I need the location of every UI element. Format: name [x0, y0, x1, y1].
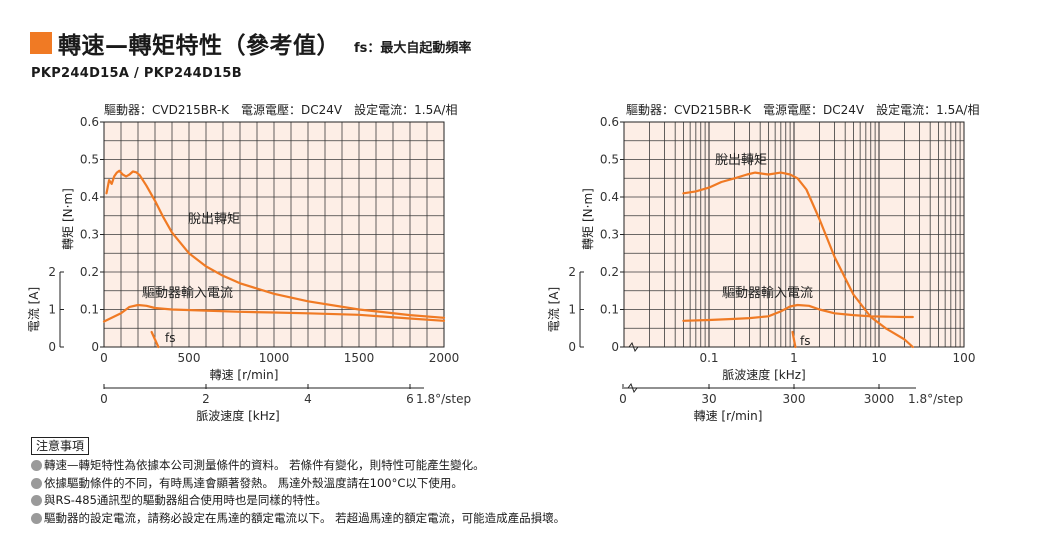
y-tick-label: 0.2 [600, 265, 619, 279]
x2-tick-label: 30 [701, 392, 716, 406]
bullet-icon [31, 495, 42, 507]
x2-unit-label: 1.8°/step [416, 392, 471, 406]
y-axis-label: 轉矩 [N·m] [581, 188, 595, 250]
current-label: 驅動器輸入電流 [142, 286, 233, 301]
x2-tick-label: 6 [406, 392, 414, 406]
y-tick-label: 0.1 [80, 303, 99, 317]
bullet-icon [31, 512, 42, 524]
x2-tick-label: 0 [619, 392, 627, 406]
x2-tick-label: 0 [100, 392, 108, 406]
x-axis-label: 脈波速度 [kHz] [722, 367, 805, 382]
note-item: 與RS-485通訊型的驅動器組合使用時也是同樣的特性。 [31, 492, 565, 510]
pullout-torque-curve [105, 169, 446, 319]
x-tick-label: 2000 [429, 351, 460, 365]
x-tick-label: 1 [790, 351, 798, 365]
driver-input-current-curve [682, 303, 914, 322]
chart-conditions: 驅動器：CVD215BR-K 電源電壓：DC24V 設定電流：1.5A/相 [626, 102, 979, 117]
note-text: 與RS-485通訊型的驅動器組合使用時也是同樣的特性。 [44, 493, 327, 507]
current-label: 驅動器輸入電流 [722, 286, 813, 301]
y-tick-label: 0 [91, 340, 99, 354]
y2-tick-label: 2 [48, 265, 56, 279]
y-tick-label: 0.2 [80, 265, 99, 279]
notes-heading: 注意事項 [31, 437, 90, 455]
axis-break-marker [627, 382, 638, 394]
y-tick-label: 0.5 [80, 153, 99, 167]
driver-input-current-curve [102, 303, 446, 323]
notes-section: 注意事項 轉速—轉矩特性為依據本公司測量條件的資料。 若條件有變化，則特性可能產… [31, 437, 565, 527]
x-tick-label: 0 [100, 351, 108, 365]
bullet-icon [31, 460, 42, 472]
orange-square-icon [30, 32, 52, 54]
y2-tick-label: 0 [48, 340, 56, 354]
note-item: 轉速—轉矩特性為依據本公司測量條件的資料。 若條件有變化，則特性可能產生變化。 [31, 457, 565, 475]
y-tick-label: 0.6 [600, 115, 619, 129]
section-title: 轉速—轉矩特性（參考值） [58, 33, 340, 59]
y-tick-label: 0.1 [600, 303, 619, 317]
note-text: 依據驅動條件的不同，有時馬達會顯著發熱。 馬達外殼溫度請在100°C以下使用。 [44, 475, 463, 490]
note-item: 依據驅動條件的不同，有時馬達會顯著發熱。 馬達外殼溫度請在100°C以下使用。 [31, 475, 565, 493]
y2-tick-label: 0 [568, 340, 576, 354]
fs-marker [791, 330, 797, 349]
y-tick-label: 0.4 [80, 190, 99, 204]
x2-tick-label: 2 [202, 392, 210, 406]
bullet-icon [31, 477, 42, 489]
chart-conditions: 驅動器：CVD215BR-K 電源電壓：DC24V 設定電流：1.5A/相 [104, 102, 457, 117]
y-tick-label: 0 [611, 340, 619, 354]
note-text: 驅動器的設定電流，請務必設定在馬達的額定電流以下。 若超過馬達的額定電流，可能造… [44, 510, 566, 525]
x-tick-label: 1000 [259, 351, 290, 365]
y-tick-label: 0.3 [600, 228, 619, 242]
fs-label: fs [165, 331, 175, 345]
section-header: 轉速—轉矩特性（參考值） fs：最大自起動頻率 [30, 28, 472, 59]
x2-tick-label: 300 [783, 392, 806, 406]
y-axis-label: 轉矩 [N·m] [61, 188, 75, 250]
x-tick-label: 10 [871, 351, 886, 365]
note-item: 驅動器的設定電流，請務必設定在馬達的額定電流以下。 若超過馬達的額定電流，可能造… [31, 510, 565, 528]
x-tick-label: 0.1 [699, 351, 718, 365]
y2-tick-label: 2 [568, 265, 576, 279]
fs-marker [150, 330, 160, 349]
y-tick-label: 0.5 [600, 153, 619, 167]
y2-tick-label: 1 [48, 303, 56, 317]
fs-label: fs [800, 334, 810, 348]
x2-tick-label: 3000 [864, 392, 895, 406]
x-axis-label: 轉速 [r/min] [210, 368, 279, 382]
x2-unit-label: 1.8°/step [908, 392, 963, 406]
y-tick-label: 0.3 [80, 228, 99, 242]
x2-tick-label: 4 [304, 392, 312, 406]
x-tick-label: 1500 [344, 351, 375, 365]
y-tick-label: 0.6 [80, 115, 99, 129]
y-tick-label: 0.4 [600, 190, 619, 204]
y2-tick-label: 1 [568, 303, 576, 317]
pullout-torque-label: 脫出轉矩 [188, 212, 240, 227]
model-number: PKP244D15A / PKP244D15B [31, 66, 242, 81]
y2-axis-label: 電流 [A] [27, 287, 41, 332]
x2-axis-label: 脈波速度 [kHz] [196, 408, 279, 423]
section-subtitle: fs：最大自起動頻率 [354, 40, 472, 56]
x2-axis-label: 轉速 [r/min] [694, 409, 763, 423]
x-tick-label: 500 [178, 351, 201, 365]
x-tick-label: 100 [953, 351, 976, 365]
pullout-torque-label: 脫出轉矩 [715, 153, 767, 168]
axis-break-marker [621, 341, 644, 353]
y2-axis-label: 電流 [A] [547, 287, 561, 332]
note-text: 轉速—轉矩特性為依據本公司測量條件的資料。 若條件有變化，則特性可能產生變化。 [44, 458, 485, 472]
